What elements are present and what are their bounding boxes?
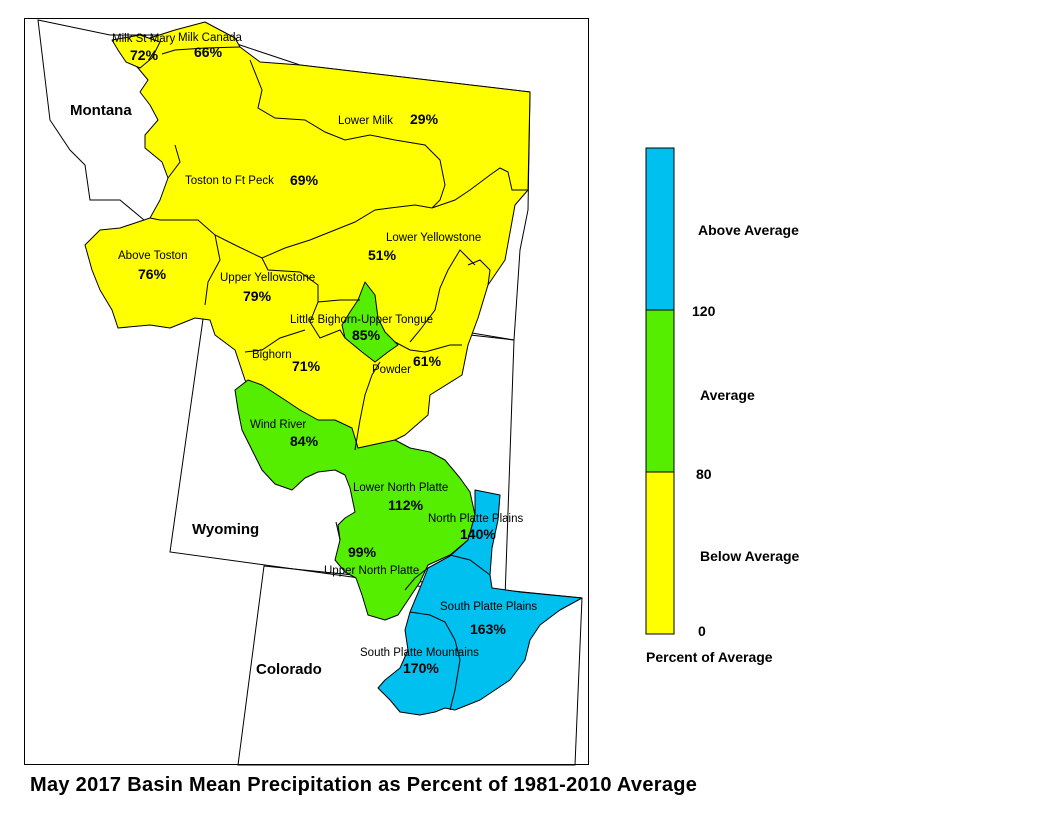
basin-fill-colorado-blue [377, 489, 583, 716]
map-title: May 2017 Basin Mean Precipitation as Per… [30, 774, 698, 796]
basin-pct-lower-milk: 29% [410, 111, 439, 127]
basin-name-north-platte-plains: North Platte Plains [428, 513, 523, 525]
legend-break-0: 0 [698, 623, 706, 639]
basin-name-lower-north-platte: Lower North Platte [353, 482, 448, 494]
basin-pct-milk-st-mary: 72% [130, 47, 159, 63]
basin-pct-toston-ft-peck: 69% [290, 172, 319, 188]
legend-title: Percent of Average [646, 649, 773, 665]
basin-name-lower-yellowstone: Lower Yellowstone [386, 232, 481, 244]
basin-name-milk-st-mary: Milk St Mary [112, 33, 176, 45]
basin-pct-lower-yellowstone: 51% [368, 247, 397, 263]
legend: Above Average Average Below Average 120 … [645, 147, 800, 665]
basin-name-bighorn: Bighorn [252, 349, 292, 361]
basin-name-wind-river: Wind River [250, 419, 306, 431]
basin-fill-little-bighorn [341, 281, 399, 363]
basin-pct-upper-north-platte: 99% [348, 544, 377, 560]
basin-map: Montana Wyoming Colorado Milk St Mary Mi… [37, 19, 583, 766]
basin-pct-upper-yellowstone: 79% [243, 288, 272, 304]
basin-pct-above-toston: 76% [138, 266, 167, 282]
basin-name-south-platte-mountains: South Platte Mountains [360, 647, 479, 659]
basin-pct-north-platte-plains: 140% [460, 526, 496, 542]
basin-name-upper-yellowstone: Upper Yellowstone [220, 272, 315, 284]
basin-name-toston-ft-peck: Toston to Ft Peck [185, 175, 274, 187]
basin-name-above-toston: Above Toston [118, 250, 187, 262]
legend-swatch-below [645, 471, 675, 635]
basin-name-upper-north-platte: Upper North Platte [324, 565, 419, 577]
basin-name-powder: Powder [372, 364, 411, 376]
state-label-montana: Montana [70, 102, 132, 119]
basin-fill-wyoming-green [234, 379, 476, 621]
state-label-colorado: Colorado [256, 661, 322, 678]
basin-pct-south-platte-plains: 163% [470, 621, 506, 637]
basin-pct-wind-river: 84% [290, 433, 319, 449]
legend-break-80: 80 [696, 466, 712, 482]
legend-swatch-average [645, 309, 675, 473]
basin-pct-milk-canada: 66% [194, 44, 223, 60]
basin-pct-little-bighorn: 85% [352, 327, 381, 343]
basin-boundaries [149, 46, 528, 711]
basin-pct-south-platte-mountains: 170% [403, 660, 439, 676]
legend-label-above: Above Average [698, 222, 799, 238]
state-label-wyoming: Wyoming [192, 521, 259, 538]
legend-label-below: Below Average [700, 548, 800, 564]
legend-break-120: 120 [692, 303, 716, 319]
basin-name-milk-canada: Milk Canada [178, 32, 243, 44]
basin-fill-milk-st-mary [111, 34, 161, 69]
basin-name-south-platte-plains: South Platte Plains [440, 601, 537, 613]
basin-pct-powder: 61% [413, 353, 442, 369]
basin-pct-lower-north-platte: 112% [388, 497, 424, 513]
basin-pct-bighorn: 71% [292, 358, 321, 374]
legend-label-average: Average [700, 387, 755, 403]
basin-name-lower-milk: Lower Milk [338, 115, 393, 127]
legend-swatch-above [645, 147, 675, 311]
basin-name-little-bighorn: Little Bighorn-Upper Tongue [290, 314, 433, 326]
